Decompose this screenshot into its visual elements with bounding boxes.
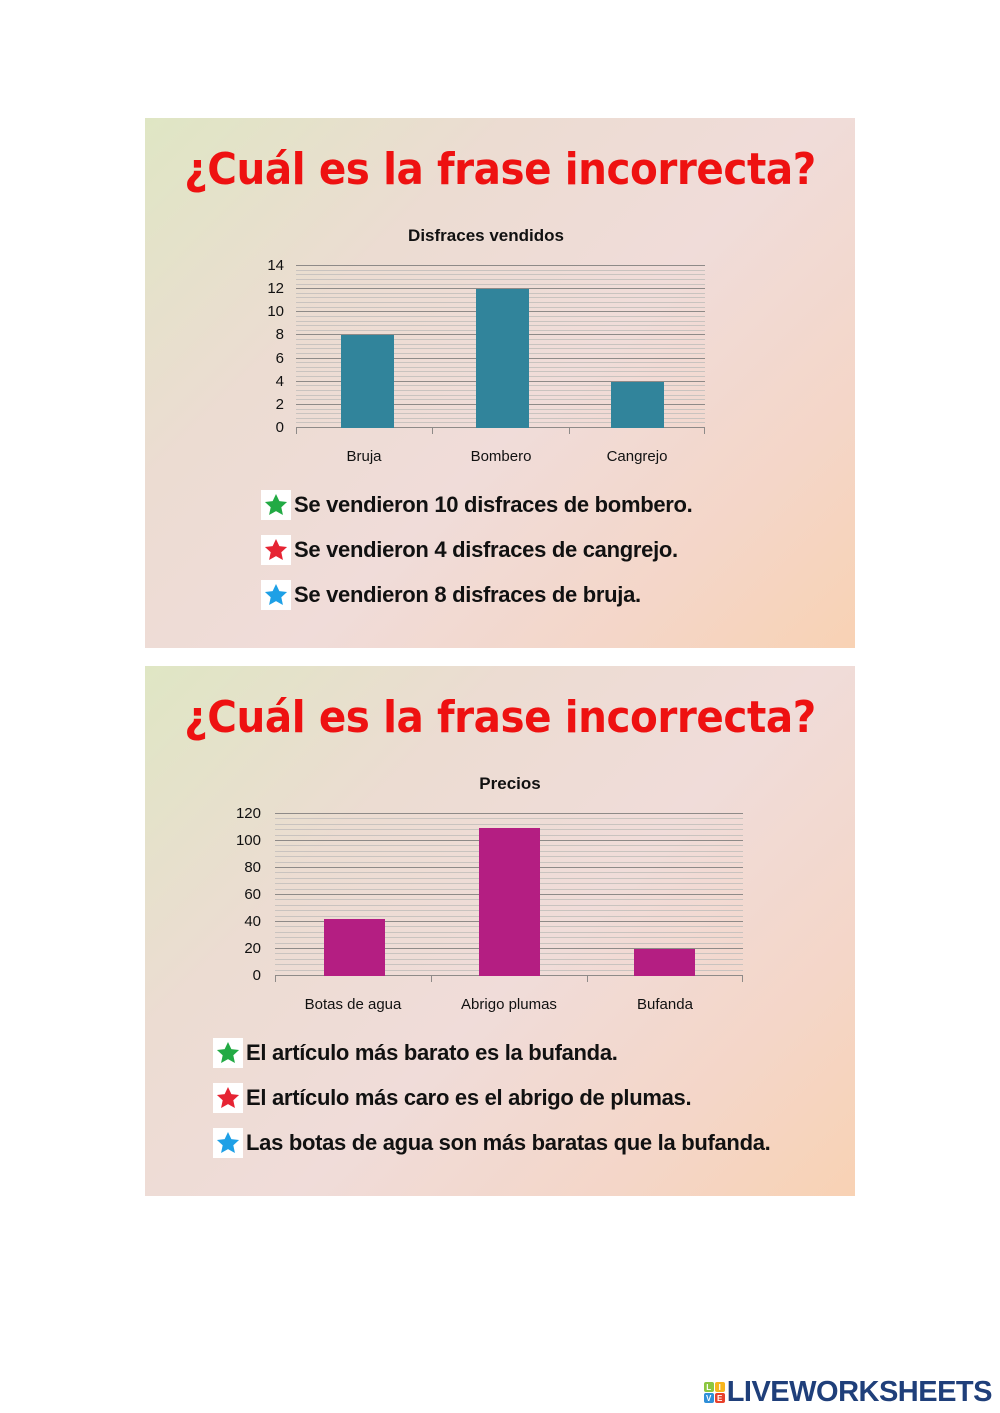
option-text: Se vendieron 10 disfraces de bombero. — [294, 492, 693, 517]
red-star-icon[interactable] — [261, 535, 291, 565]
green-star-icon[interactable] — [261, 490, 291, 520]
y-tick: 8 — [275, 326, 284, 343]
y-tick: 0 — [252, 967, 261, 984]
logo-letter: E — [714, 1393, 725, 1403]
liveworksheets-logo: L I V E LIVEWORKSHEETS — [703, 1376, 993, 1409]
x-tick — [587, 976, 588, 982]
gridline — [296, 265, 705, 266]
answer-option-2[interactable]: El artículo más caro es el abrigo de plu… — [213, 1082, 692, 1114]
y-tick: 20 — [244, 940, 261, 957]
x-label: Bruja — [346, 448, 382, 465]
answer-option-3[interactable]: Las botas de agua son más baratas que la… — [213, 1127, 771, 1159]
option-text: El artículo más caro es el abrigo de plu… — [246, 1085, 692, 1110]
brand-name: LIVEWORKSHEETS — [726, 1376, 993, 1408]
answer-option-1[interactable]: Se vendieron 10 disfraces de bombero. — [261, 489, 693, 521]
x-label: Bufanda — [637, 996, 693, 1013]
logo-letter: I — [714, 1382, 725, 1392]
bar-bruja — [341, 335, 394, 428]
option-text: Se vendieron 4 disfraces de cangrejo. — [294, 537, 678, 562]
option-text: Las botas de agua son más baratas que la… — [246, 1130, 771, 1155]
gridline — [296, 278, 705, 280]
x-label: Bombero — [470, 448, 532, 465]
x-tick — [704, 428, 705, 434]
y-tick: 40 — [244, 913, 261, 930]
y-tick: 6 — [275, 350, 284, 367]
option-text: El artículo más barato es la bufanda. — [246, 1040, 618, 1065]
answer-option-2[interactable]: Se vendieron 4 disfraces de cangrejo. — [261, 534, 678, 566]
y-tick: 12 — [267, 280, 284, 297]
slide-title: ¿Cuál es la frase incorrecta? — [184, 144, 816, 195]
x-tick — [569, 428, 570, 434]
slide-2: ¿Cuál es la frase incorrecta? Precios 12… — [145, 666, 855, 1196]
red-star-icon[interactable] — [213, 1083, 243, 1113]
bar-abrigo-plumas — [479, 827, 540, 976]
y-tick: 100 — [235, 832, 261, 849]
gridline — [275, 818, 743, 820]
chart-title: Disfraces vendidos — [408, 226, 564, 245]
gridline — [275, 823, 743, 825]
x-tick — [432, 428, 433, 434]
y-tick: 2 — [275, 396, 284, 413]
slide-title: ¿Cuál es la frase incorrecta? — [184, 692, 816, 743]
x-tick — [742, 976, 743, 982]
chart-title: Precios — [479, 774, 541, 793]
option-text: Se vendieron 8 disfraces de bruja. — [294, 582, 641, 607]
logo-letter: V — [703, 1393, 714, 1403]
plot-area — [296, 265, 705, 434]
gridline — [296, 269, 705, 271]
y-tick: 80 — [244, 859, 261, 876]
bar-botas-de-agua — [324, 919, 385, 976]
x-tick — [296, 428, 297, 434]
plot-area — [275, 813, 743, 982]
gridline — [296, 288, 705, 290]
y-tick: 4 — [275, 373, 284, 390]
blue-star-icon[interactable] — [261, 580, 291, 610]
answer-option-1[interactable]: El artículo más barato es la bufanda. — [213, 1037, 618, 1069]
logo-letter: L — [703, 1382, 714, 1392]
gridline — [296, 283, 705, 285]
y-tick: 10 — [267, 303, 284, 320]
gridline — [296, 274, 705, 276]
live-grid-icon: L I V E — [703, 1382, 725, 1403]
bar-bufanda — [634, 949, 695, 976]
bar-bombero — [476, 289, 529, 428]
slide-1: ¿Cuál es la frase incorrecta? Disfraces … — [145, 118, 855, 648]
y-tick: 120 — [235, 805, 261, 822]
y-tick: 14 — [267, 257, 284, 274]
x-label: Abrigo plumas — [461, 996, 557, 1013]
x-label: Cangrejo — [606, 448, 668, 465]
answer-option-3[interactable]: Se vendieron 8 disfraces de bruja. — [261, 579, 641, 611]
y-tick: 60 — [244, 886, 261, 903]
bar-cangrejo — [611, 381, 664, 428]
y-tick: 0 — [275, 419, 284, 436]
x-tick — [431, 976, 432, 982]
green-star-icon[interactable] — [213, 1038, 243, 1068]
x-tick — [275, 976, 276, 982]
x-label: Botas de agua — [304, 996, 402, 1013]
blue-star-icon[interactable] — [213, 1128, 243, 1158]
gridline — [275, 813, 743, 814]
